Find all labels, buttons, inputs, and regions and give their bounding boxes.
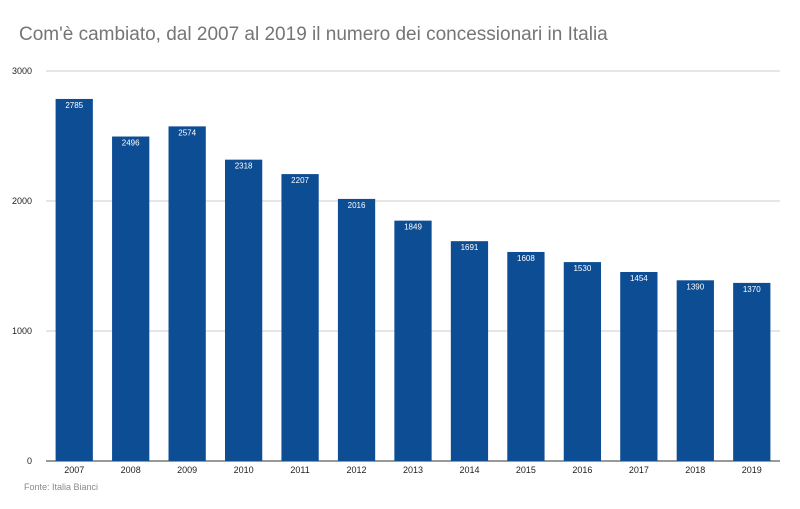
x-tick-label: 2009 [177,465,197,475]
bar-2018 [676,280,714,461]
x-tick-label: 2010 [234,465,254,475]
data-label: 2318 [235,162,253,171]
x-tick-label: 2011 [290,465,309,475]
data-label: 1390 [686,282,704,291]
bar-2007 [55,98,93,461]
bar-2010 [224,159,263,461]
y-tick-label: 0 [27,456,32,466]
data-label: 1530 [573,264,591,273]
bar-2015 [507,251,545,461]
bar-2013 [394,220,432,461]
bar-2016 [563,262,602,461]
x-axis-ticks: 2007 2008 2009 2010 2011 2012 2013 2014 2015 2016… [64,465,762,475]
x-tick-label: 2014 [459,465,479,475]
data-label: 2574 [178,128,196,137]
data-label: 1608 [517,254,535,263]
bar-2012 [337,198,376,462]
bar-2017 [620,271,658,461]
source-note: Fonte: Italia Bianci [24,482,99,492]
bars [55,98,771,462]
data-label: 2785 [65,101,83,110]
data-label: 1454 [630,274,648,283]
x-tick-label: 2013 [403,465,423,475]
data-label: 2496 [122,139,140,148]
bar-2014 [450,241,489,461]
data-label: 2016 [348,201,366,210]
x-tick-label: 2018 [685,465,705,475]
x-tick-label: 2019 [742,465,762,475]
y-tick-label: 1000 [12,326,32,336]
y-tick-label: 3000 [12,66,32,76]
data-label: 1370 [743,285,761,294]
x-tick-label: 2015 [516,465,536,475]
chart-title: Com'è cambiato, dal 2007 al 2019 il nume… [19,24,608,45]
x-tick-label: 2007 [64,465,84,475]
data-label: 2207 [291,176,309,185]
x-tick-label: 2017 [629,465,649,475]
x-tick-label: 2012 [347,465,367,475]
x-tick-label: 2016 [572,465,592,475]
bar-2019 [733,282,771,461]
bar-2008 [112,136,150,461]
y-axis-ticks: 0 1000 2000 3000 [12,66,32,466]
y-tick-label: 2000 [12,196,32,206]
data-label: 1691 [461,243,479,252]
data-labels: 2785 2496 2574 2318 2207 2016 1849 1691 1608 1530… [65,101,761,294]
x-tick-label: 2008 [121,465,141,475]
bar-2011 [281,174,319,461]
bar-2009 [168,126,206,461]
data-label: 1849 [404,223,422,232]
